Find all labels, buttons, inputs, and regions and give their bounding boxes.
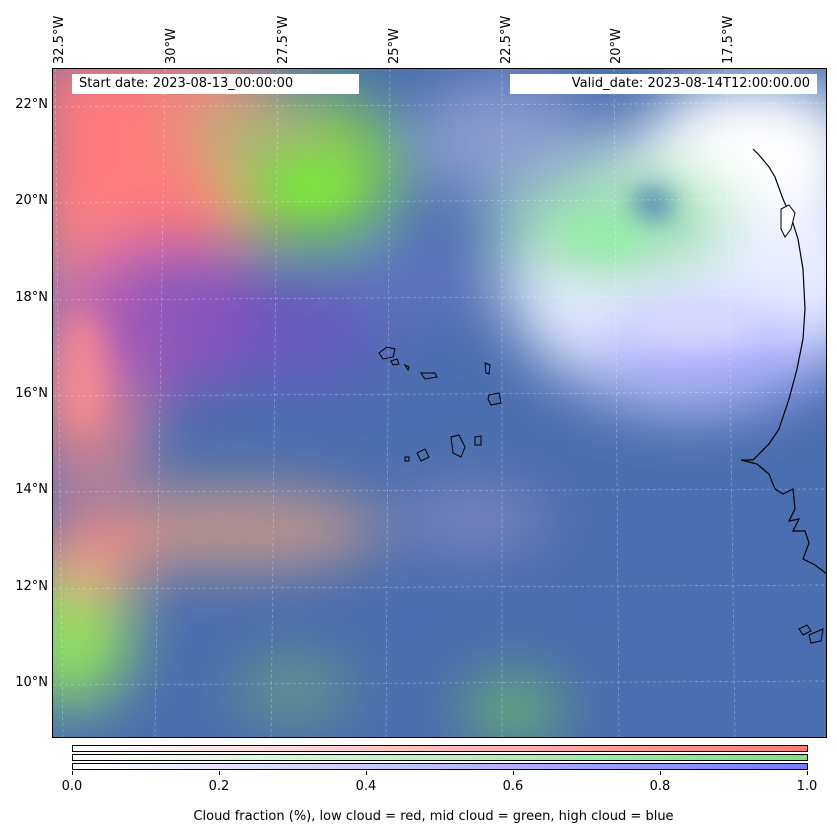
lon-label-30w: 30°W <box>164 28 179 64</box>
lat-label-12n: 12°N <box>15 579 48 594</box>
colorbar-caption: Cloud fraction (%), low cloud = red, mid… <box>193 809 674 824</box>
tick-mark <box>366 771 367 775</box>
lat-label-22n: 22°N <box>15 97 48 112</box>
lon-label-32-5w: 32.5°W <box>52 15 67 64</box>
cape-verde-islands <box>378 346 502 462</box>
tick-label-0-8: 0.8 <box>649 779 671 794</box>
tick-label-0: 0.0 <box>61 779 83 794</box>
lon-label-22-5w: 22.5°W <box>499 15 514 64</box>
tick-mark <box>660 771 661 775</box>
cloud-fields <box>53 69 826 737</box>
lat-label-18n: 18°N <box>15 290 48 305</box>
valid-date-label: Valid_date: 2023-08-14T12:00:00.00 <box>510 74 817 94</box>
lon-label-27-5w: 27.5°W <box>276 15 291 64</box>
lon-label-25w: 25°W <box>387 28 402 64</box>
tick-mark <box>72 771 73 775</box>
lat-label-14n: 14°N <box>15 482 48 497</box>
tick-label-0-2: 0.2 <box>208 779 230 794</box>
lon-label-20w: 20°W <box>609 28 624 64</box>
tick-label-1: 1.0 <box>796 779 818 794</box>
tick-mark <box>807 771 808 775</box>
coast-inlet <box>780 204 796 238</box>
tick-label-0-6: 0.6 <box>502 779 524 794</box>
lon-label-17-5w: 17.5°W <box>721 15 736 64</box>
colorbar-low-cloud <box>72 745 808 752</box>
tick-mark <box>219 771 220 775</box>
lat-label-16n: 16°N <box>15 386 48 401</box>
lat-label-10n: 10°N <box>15 675 48 690</box>
colorbar <box>72 745 808 771</box>
colorbar-high-cloud <box>72 763 808 770</box>
map-panel <box>52 68 827 738</box>
tick-mark <box>513 771 514 775</box>
colorbar-mid-cloud <box>72 754 808 761</box>
start-date-label: Start date: 2023-08-13_00:00:00 <box>72 74 359 94</box>
lat-label-20n: 20°N <box>15 193 48 208</box>
graticule <box>53 69 826 737</box>
tick-label-0-4: 0.4 <box>355 779 377 794</box>
cloud-fraction-map <box>53 69 826 737</box>
bijagos-islands <box>798 624 824 644</box>
cloud-detail <box>58 159 753 429</box>
